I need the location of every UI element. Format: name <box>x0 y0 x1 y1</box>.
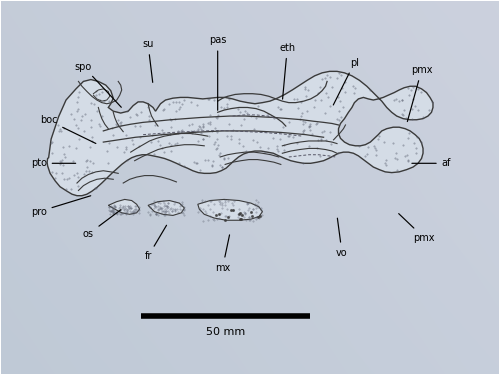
Text: boc: boc <box>40 116 96 144</box>
Text: su: su <box>142 39 154 82</box>
Text: vo: vo <box>336 218 348 258</box>
Text: af: af <box>412 158 451 168</box>
Text: pl: pl <box>334 58 359 105</box>
Polygon shape <box>47 71 433 196</box>
Polygon shape <box>198 200 262 220</box>
Text: eth: eth <box>279 43 295 99</box>
Text: os: os <box>83 210 121 239</box>
Text: 50 mm: 50 mm <box>206 327 245 337</box>
Polygon shape <box>148 201 184 215</box>
Text: fr: fr <box>144 225 167 261</box>
Polygon shape <box>108 200 140 214</box>
Text: pmx: pmx <box>398 214 435 243</box>
Text: pmx: pmx <box>408 65 432 122</box>
Text: spo: spo <box>75 62 122 107</box>
Text: pro: pro <box>30 196 90 217</box>
Text: pto: pto <box>30 158 76 168</box>
Text: mx: mx <box>215 235 230 273</box>
Text: pas: pas <box>209 36 226 110</box>
